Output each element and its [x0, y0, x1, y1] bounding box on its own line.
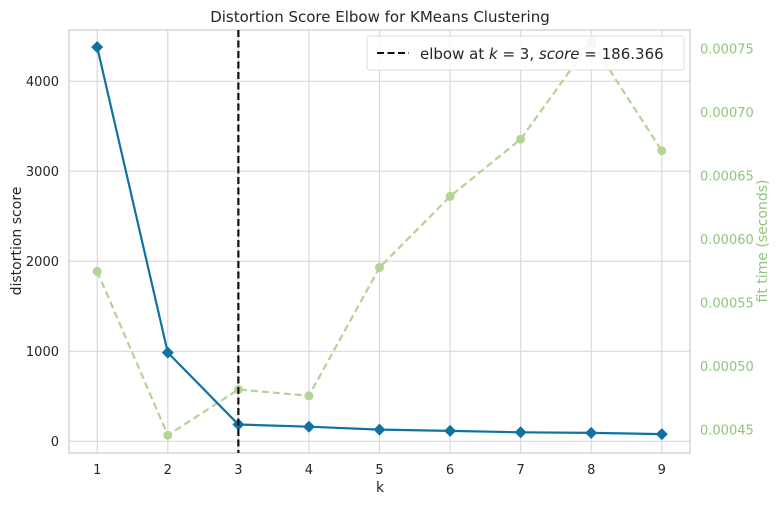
x-tick-label: 1	[93, 463, 101, 478]
distortion-point	[444, 424, 457, 437]
distortion-point	[161, 346, 174, 359]
y2-tick-label: 0.00075	[700, 43, 754, 58]
chart-title: Distortion Score Elbow for KMeans Cluste…	[210, 8, 550, 26]
x-tick-label: 8	[587, 463, 595, 478]
fit-time-point	[304, 391, 314, 401]
legend-k-symbol: k	[489, 45, 499, 63]
distortion-point	[585, 426, 598, 439]
y-tick-label: 0	[51, 435, 59, 450]
fit-time-point	[163, 430, 173, 440]
x-tick-label: 6	[446, 463, 454, 478]
legend-k-value: 3	[520, 45, 530, 63]
distortion-point	[373, 423, 386, 436]
legend-separator: ,	[529, 45, 539, 63]
legend-box	[366, 35, 685, 71]
y2-tick-label: 0.00070	[700, 106, 754, 121]
distortion-point	[91, 41, 104, 54]
legend-score-symbol: score	[539, 45, 580, 63]
legend-equals-1: =	[498, 45, 520, 63]
y2-tick-label: 0.00065	[700, 170, 754, 185]
fit-time-point	[516, 134, 526, 144]
x-tick-label: 4	[305, 463, 313, 478]
fit-time-point	[445, 191, 455, 201]
legend: elbow at k = 3, score = 186.366	[366, 35, 685, 71]
fit-time-point	[657, 146, 667, 156]
tick-labels: 1 2 3 4 5 6 7 8 9 0 1000 2000 3000 4000 0.00045 0.00050…	[26, 43, 754, 478]
x-axis-label: k	[376, 480, 385, 496]
y2-tick-label: 0.00045	[700, 424, 754, 439]
y2-tick-label: 0.00055	[700, 297, 754, 312]
y2-tick-label: 0.00060	[700, 233, 754, 248]
legend-equals-2: =	[580, 45, 602, 63]
y-tick-label: 2000	[26, 255, 59, 270]
distortion-point	[514, 426, 527, 439]
legend-score-value: 186.366	[602, 45, 664, 63]
y-tick-label: 3000	[26, 165, 59, 180]
distortion-point	[302, 420, 315, 433]
y-axis-label: distortion score	[9, 187, 25, 296]
legend-prefix: elbow at	[420, 45, 489, 63]
series-layer	[91, 36, 668, 441]
y-tick-label: 4000	[26, 75, 59, 90]
distortion-point	[655, 428, 668, 441]
legend-elbow-label: elbow at k = 3, score = 186.366	[420, 45, 664, 63]
x-tick-label: 2	[164, 463, 172, 478]
y2-axis-label: fit time (seconds)	[755, 180, 771, 303]
x-tick-label: 9	[658, 463, 666, 478]
x-tick-label: 7	[516, 463, 524, 478]
y-tick-label: 1000	[26, 345, 59, 360]
x-tick-label: 3	[234, 463, 242, 478]
x-tick-label: 5	[375, 463, 383, 478]
fit-time-point	[375, 263, 384, 272]
plot-frame	[68, 29, 691, 454]
y2-tick-label: 0.00050	[700, 360, 754, 375]
fit-time-point	[92, 266, 102, 276]
